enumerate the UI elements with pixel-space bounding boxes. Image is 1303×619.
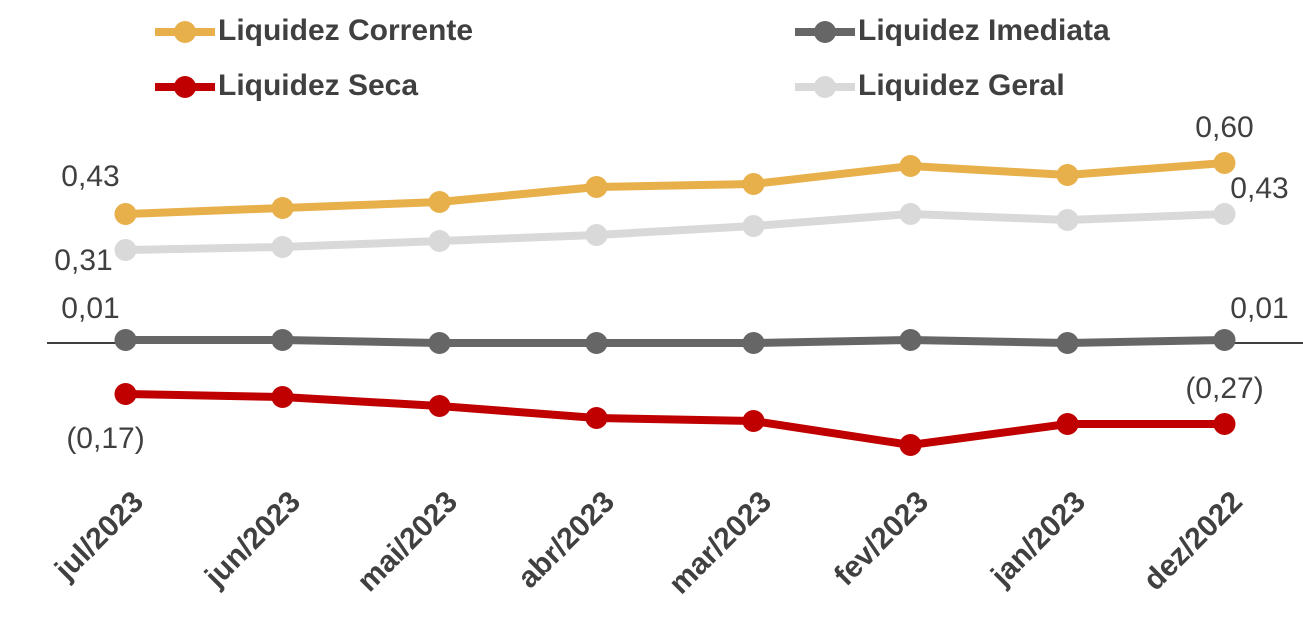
- marker: [1056, 164, 1079, 186]
- series-line: [125, 390, 1225, 449]
- marker: [271, 236, 294, 258]
- marker: [1213, 152, 1236, 174]
- marker: [114, 203, 137, 225]
- series-line: [125, 159, 1225, 218]
- x-tick-label: jul/2023: [48, 485, 150, 587]
- marker: [428, 191, 451, 213]
- data-label: 0,60: [1195, 111, 1253, 144]
- data-label: 0,01: [1230, 292, 1288, 325]
- marker: [1213, 413, 1236, 435]
- data-label: 0,01: [61, 292, 119, 325]
- legend-marker: [174, 76, 196, 98]
- marker: [1056, 209, 1079, 231]
- legend-marker: [814, 21, 836, 43]
- marker: [585, 176, 608, 198]
- marker: [742, 332, 765, 354]
- marker: [585, 224, 608, 246]
- marker: [428, 332, 451, 354]
- legend-label: Liquidez Corrente: [218, 14, 473, 47]
- marker: [428, 230, 451, 252]
- marker: [271, 329, 294, 351]
- marker: [114, 239, 137, 261]
- series-line: [125, 210, 1225, 254]
- legend-label: Liquidez Geral: [858, 69, 1065, 102]
- marker: [114, 329, 137, 351]
- marker: [1056, 413, 1079, 435]
- data-label: 0,31: [54, 244, 112, 277]
- marker: [428, 395, 451, 417]
- marker: [1056, 332, 1079, 354]
- legend-marker: [174, 21, 196, 43]
- marker: [271, 197, 294, 219]
- marker: [899, 203, 922, 225]
- x-tick-label: jun/2023: [198, 485, 307, 594]
- legend-label: Liquidez Seca: [218, 69, 418, 102]
- x-tick-label: jan/2023: [984, 485, 1092, 593]
- marker: [742, 173, 765, 195]
- x-tick-label: dez/2022: [1137, 485, 1249, 597]
- marker: [1213, 203, 1236, 225]
- data-label: 0,43: [61, 160, 119, 193]
- marker: [742, 215, 765, 237]
- marker: [271, 386, 294, 408]
- data-label: (0,17): [66, 422, 144, 455]
- marker: [899, 155, 922, 177]
- legend-marker: [814, 76, 836, 98]
- marker: [585, 407, 608, 429]
- x-tick-label: abr/2023: [512, 485, 621, 594]
- data-label: 0,43: [1230, 172, 1288, 205]
- x-tick-label: mar/2023: [663, 485, 778, 600]
- marker: [585, 332, 608, 354]
- x-tick-label: mai/2023: [351, 485, 464, 598]
- marker: [742, 410, 765, 432]
- marker: [899, 434, 922, 456]
- marker: [899, 329, 922, 351]
- series-line: [125, 336, 1225, 347]
- legend-label: Liquidez Imediata: [858, 14, 1110, 47]
- x-tick-label: fev/2023: [828, 485, 935, 592]
- data-label: (0,27): [1185, 372, 1263, 405]
- marker: [1213, 329, 1236, 351]
- marker: [114, 383, 137, 405]
